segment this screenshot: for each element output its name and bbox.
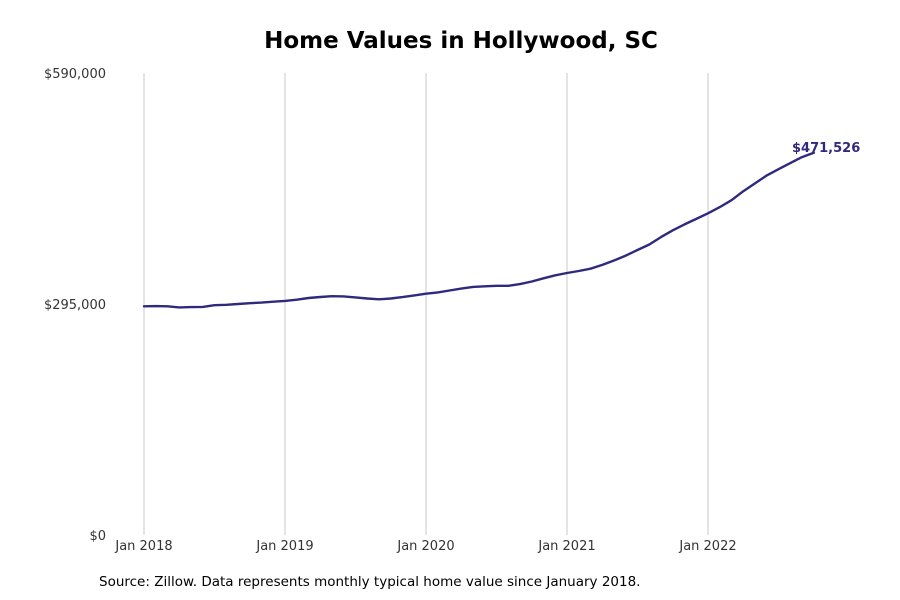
x-tick-label: Jan 2021 xyxy=(537,539,595,554)
series-line xyxy=(142,151,815,309)
x-tick-label: Jan 2022 xyxy=(678,539,736,554)
y-tick-label: $590,000 xyxy=(44,67,106,82)
x-axis-ticks: Jan 2018 Jan 2019 Jan 2020 Jan 2021 Jan 2022 xyxy=(114,539,736,554)
end-value-label: $471,526 xyxy=(792,141,860,156)
source-note: Source: Zillow. Data represents monthly … xyxy=(99,574,641,590)
x-tick-label: Jan 2018 xyxy=(114,539,172,554)
y-axis-ticks: $0 $295,000 $590,000 xyxy=(44,67,106,544)
y-tick-label: $295,000 xyxy=(44,298,106,313)
series-layer xyxy=(142,151,815,309)
x-tick-label: Jan 2019 xyxy=(255,539,313,554)
label-layer: $471,526 xyxy=(792,141,860,156)
y-tick-label: $0 xyxy=(89,529,106,544)
x-tick-label: Jan 2020 xyxy=(396,539,454,554)
chart-title: Home Values in Hollywood, SC xyxy=(264,28,658,54)
gridlines xyxy=(143,73,709,535)
